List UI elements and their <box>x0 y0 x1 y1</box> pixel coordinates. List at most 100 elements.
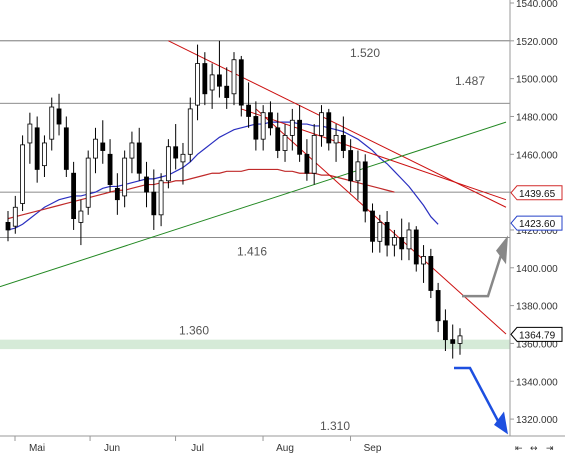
candle <box>275 112 281 159</box>
candle-body <box>326 112 332 144</box>
candle-body <box>413 229 419 265</box>
candle <box>348 139 354 193</box>
bullish-arrow-head <box>496 235 508 265</box>
candle <box>144 161 149 208</box>
price-tag-label: 1439.65 <box>519 189 556 200</box>
plot-background <box>0 0 510 432</box>
candle <box>209 63 215 109</box>
candle <box>107 139 113 193</box>
candle-body <box>136 142 142 174</box>
candle-body <box>224 85 230 98</box>
candle <box>78 199 84 246</box>
candle <box>114 173 120 215</box>
candle-body <box>282 134 288 151</box>
candle-body <box>42 142 47 167</box>
candle-body <box>289 119 295 136</box>
support-zone-label: 1.360 <box>179 324 209 338</box>
candle <box>362 154 368 223</box>
candle <box>253 101 259 151</box>
candle <box>217 40 222 98</box>
candle-body <box>443 320 448 341</box>
y-tick-label: 1380.000 <box>516 302 558 313</box>
candle <box>42 135 47 177</box>
price-tag-box <box>510 185 563 201</box>
candle <box>326 108 332 151</box>
candle-body <box>348 150 354 182</box>
candle <box>450 324 456 359</box>
y-tick-label: 1480.000 <box>516 112 558 123</box>
candle-body <box>435 290 441 322</box>
candle <box>195 44 200 121</box>
candle <box>304 139 310 181</box>
candle-body <box>421 256 426 265</box>
candle-body <box>151 191 157 216</box>
bullish-scenario-arrow <box>462 248 505 298</box>
candle-body <box>129 142 135 159</box>
candle-body <box>333 134 339 144</box>
y-tick-label: 1420.000 <box>516 226 558 237</box>
candle-body <box>100 142 106 151</box>
candle <box>165 139 171 189</box>
candle <box>71 161 77 230</box>
x-tick-label: Mai <box>29 443 45 454</box>
candle <box>5 211 11 242</box>
candle <box>260 105 266 151</box>
candle <box>173 124 179 170</box>
candle <box>129 131 135 174</box>
scroll-left-button[interactable]: ⇤ <box>515 444 523 454</box>
candle <box>457 328 463 355</box>
candle <box>428 248 434 299</box>
candle-body <box>260 112 266 140</box>
price-tag: 1439.65 <box>510 185 563 201</box>
price-tag-box <box>510 326 563 342</box>
y-tick-label: 1320.000 <box>516 415 558 426</box>
candle-body <box>114 187 120 201</box>
candle <box>151 169 157 230</box>
candle <box>406 222 412 261</box>
candle-body <box>238 59 244 106</box>
x-tick-label: Jul <box>191 443 204 454</box>
candle-body <box>158 180 164 216</box>
y-tick-label: 1540.000 <box>516 0 558 10</box>
candle-body <box>319 112 324 136</box>
candle <box>297 105 303 162</box>
price-tag-label: 1364.79 <box>519 330 556 341</box>
candle <box>319 105 324 147</box>
trendline <box>241 108 507 201</box>
candle <box>158 173 164 227</box>
candle <box>12 195 18 234</box>
x-tick-label: Aug <box>276 443 294 454</box>
candle-body <box>187 108 193 155</box>
candle-body <box>49 106 55 140</box>
candle <box>49 97 55 151</box>
candle-body <box>27 123 33 144</box>
candle-body <box>63 127 69 170</box>
candle-body <box>122 157 128 197</box>
candle-body <box>275 127 281 151</box>
level-label: 1.416 <box>237 245 267 259</box>
level-label: 1.487 <box>455 74 485 88</box>
candle <box>34 116 40 183</box>
pan-button[interactable]: ↔ <box>530 444 538 454</box>
candle-body <box>253 116 259 140</box>
candle <box>136 127 142 181</box>
trendline <box>0 121 507 288</box>
candle <box>85 150 91 215</box>
x-tick-label: Sep <box>364 443 382 454</box>
candle <box>377 214 383 253</box>
candle <box>231 52 237 106</box>
candle-body <box>195 63 200 106</box>
candle <box>355 150 361 200</box>
candle <box>187 97 193 162</box>
candle-body <box>85 157 91 208</box>
candle-body <box>180 153 186 163</box>
candle <box>56 93 62 136</box>
candle <box>413 226 419 272</box>
candle <box>268 101 273 136</box>
scroll-right-button[interactable]: ⇥ <box>546 444 554 454</box>
candle-body <box>370 210 375 242</box>
candle <box>311 124 317 185</box>
candle <box>421 245 426 283</box>
candle <box>246 82 251 128</box>
y-tick-label: 1500.000 <box>516 75 558 86</box>
